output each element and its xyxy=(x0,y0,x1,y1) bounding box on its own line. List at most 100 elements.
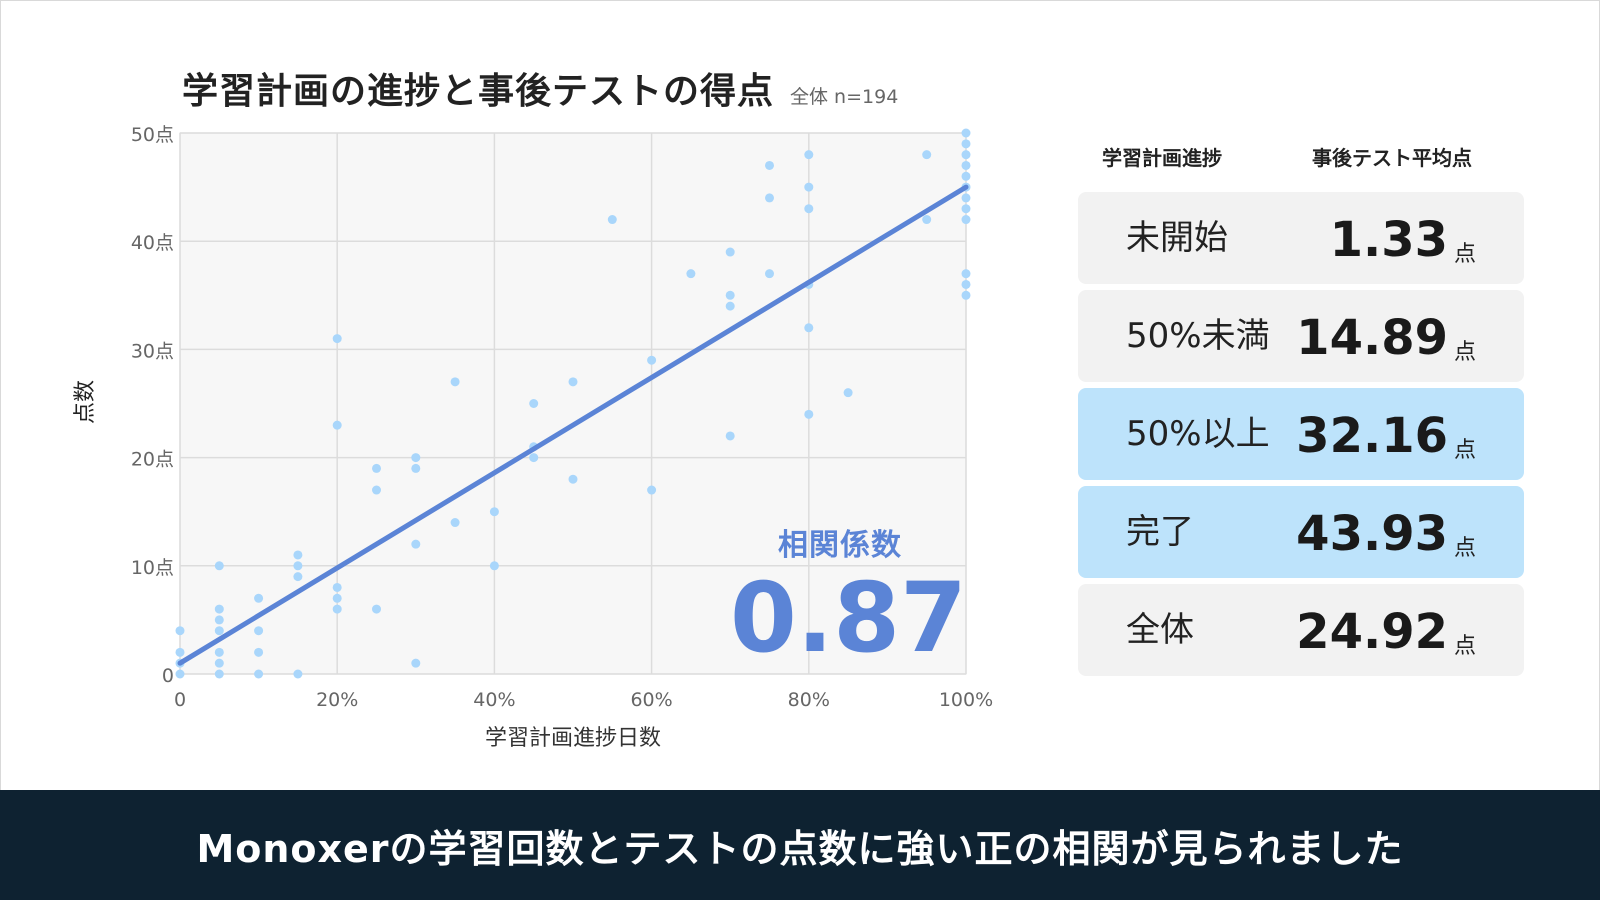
data-point xyxy=(568,474,578,484)
data-point xyxy=(372,463,381,473)
row-unit: 点 xyxy=(1453,536,1476,561)
row-value: 24.92 xyxy=(1296,604,1448,660)
x-tick-label: 100% xyxy=(939,689,993,711)
data-point xyxy=(922,215,932,225)
y-tick-label: 10点 xyxy=(131,557,174,579)
y-tick-label: 0 xyxy=(162,665,174,687)
data-point xyxy=(686,269,696,279)
row-value: 1.33 xyxy=(1329,212,1448,268)
x-tick-label: 60% xyxy=(630,689,672,711)
data-point xyxy=(804,323,814,333)
table-header-progress: 学習計画進捗 xyxy=(1102,146,1222,170)
data-point xyxy=(725,301,735,311)
y-axis-ticks: 0 10点 20点 30点 40点 50点 xyxy=(131,124,174,687)
data-point xyxy=(450,518,460,528)
trend-line xyxy=(177,184,969,666)
data-point xyxy=(214,669,224,679)
x-tick-label: 0 xyxy=(174,689,186,711)
chart-subtitle: 全体 n=194 xyxy=(790,86,899,108)
data-point xyxy=(922,150,932,160)
data-point xyxy=(175,647,185,657)
data-point xyxy=(372,485,381,495)
data-point xyxy=(961,139,971,149)
data-point xyxy=(332,604,342,614)
y-tick-label: 20点 xyxy=(131,449,174,471)
data-point xyxy=(961,128,971,138)
data-point xyxy=(804,182,814,192)
data-point xyxy=(489,561,499,571)
data-point xyxy=(175,626,185,636)
data-point xyxy=(293,561,303,571)
data-point xyxy=(489,507,499,517)
data-point xyxy=(411,539,421,549)
data-point xyxy=(647,355,657,365)
data-point xyxy=(332,420,342,430)
data-point xyxy=(254,647,264,657)
x-axis-label: 学習計画進捗日数 xyxy=(485,726,661,751)
data-point xyxy=(332,582,342,592)
data-point xyxy=(175,669,185,679)
data-point xyxy=(332,593,342,603)
chart-title: 学習計画の進捗と事後テストの得点 xyxy=(182,71,775,112)
data-point xyxy=(961,204,971,214)
data-point xyxy=(568,377,578,387)
grid-lines xyxy=(179,132,967,675)
row-label: 完了 xyxy=(1126,512,1194,552)
data-point xyxy=(765,269,774,279)
data-point xyxy=(804,204,814,214)
data-point xyxy=(961,279,971,289)
data-point xyxy=(529,399,539,408)
x-tick-label: 20% xyxy=(316,689,358,711)
row-label: 全体 xyxy=(1126,610,1194,650)
row-value: 14.89 xyxy=(1296,310,1448,366)
data-point xyxy=(961,150,971,160)
data-point xyxy=(214,615,224,625)
data-point xyxy=(961,171,971,181)
data-point xyxy=(411,658,421,668)
data-point xyxy=(607,215,617,225)
data-point xyxy=(961,269,971,279)
conclusion-text: Monoxerの学習回数とテストの点数に強い正の相関が見られました xyxy=(196,826,1404,871)
data-point xyxy=(293,669,303,679)
data-point xyxy=(254,626,264,636)
table-header-average: 事後テスト平均点 xyxy=(1312,146,1472,170)
data-point xyxy=(332,334,342,344)
x-tick-label: 40% xyxy=(473,689,515,711)
x-tick-label: 80% xyxy=(788,689,830,711)
data-point xyxy=(647,485,657,495)
correlation-value: 0.87 xyxy=(730,562,967,674)
data-point xyxy=(214,561,224,571)
data-point xyxy=(961,290,971,300)
data-point xyxy=(214,647,224,657)
data-point xyxy=(293,550,303,560)
scatter-chart: 0 20% 40% 60% 80% 100% 0 10点 20点 30点 40点 50点 学習計画進… xyxy=(73,124,993,751)
data-point xyxy=(725,431,735,441)
data-point xyxy=(961,160,971,170)
row-label: 50%未満 xyxy=(1126,316,1270,356)
data-point xyxy=(725,247,735,257)
data-point xyxy=(961,193,971,203)
data-point xyxy=(804,150,814,160)
data-point xyxy=(254,593,264,603)
data-point xyxy=(214,604,224,614)
table-row: 全体 24.92 点 xyxy=(1078,584,1524,676)
data-point xyxy=(214,658,224,668)
data-point xyxy=(214,626,224,636)
data-point xyxy=(725,290,735,300)
data-points xyxy=(175,128,971,679)
row-label: 50%以上 xyxy=(1126,414,1270,454)
data-point xyxy=(372,604,381,614)
data-point xyxy=(450,377,460,387)
table-row: 完了 43.93 点 xyxy=(1078,486,1524,578)
y-tick-label: 30点 xyxy=(131,340,174,362)
row-label: 未開始 xyxy=(1126,218,1228,258)
data-point xyxy=(765,160,774,170)
row-value: 32.16 xyxy=(1296,408,1448,464)
data-point xyxy=(961,215,971,225)
correlation-label: 相関係数 xyxy=(778,528,902,563)
row-unit: 点 xyxy=(1453,634,1476,659)
y-tick-label: 50点 xyxy=(131,124,174,146)
data-point xyxy=(411,463,421,473)
data-point xyxy=(254,669,264,679)
data-point xyxy=(293,572,303,582)
